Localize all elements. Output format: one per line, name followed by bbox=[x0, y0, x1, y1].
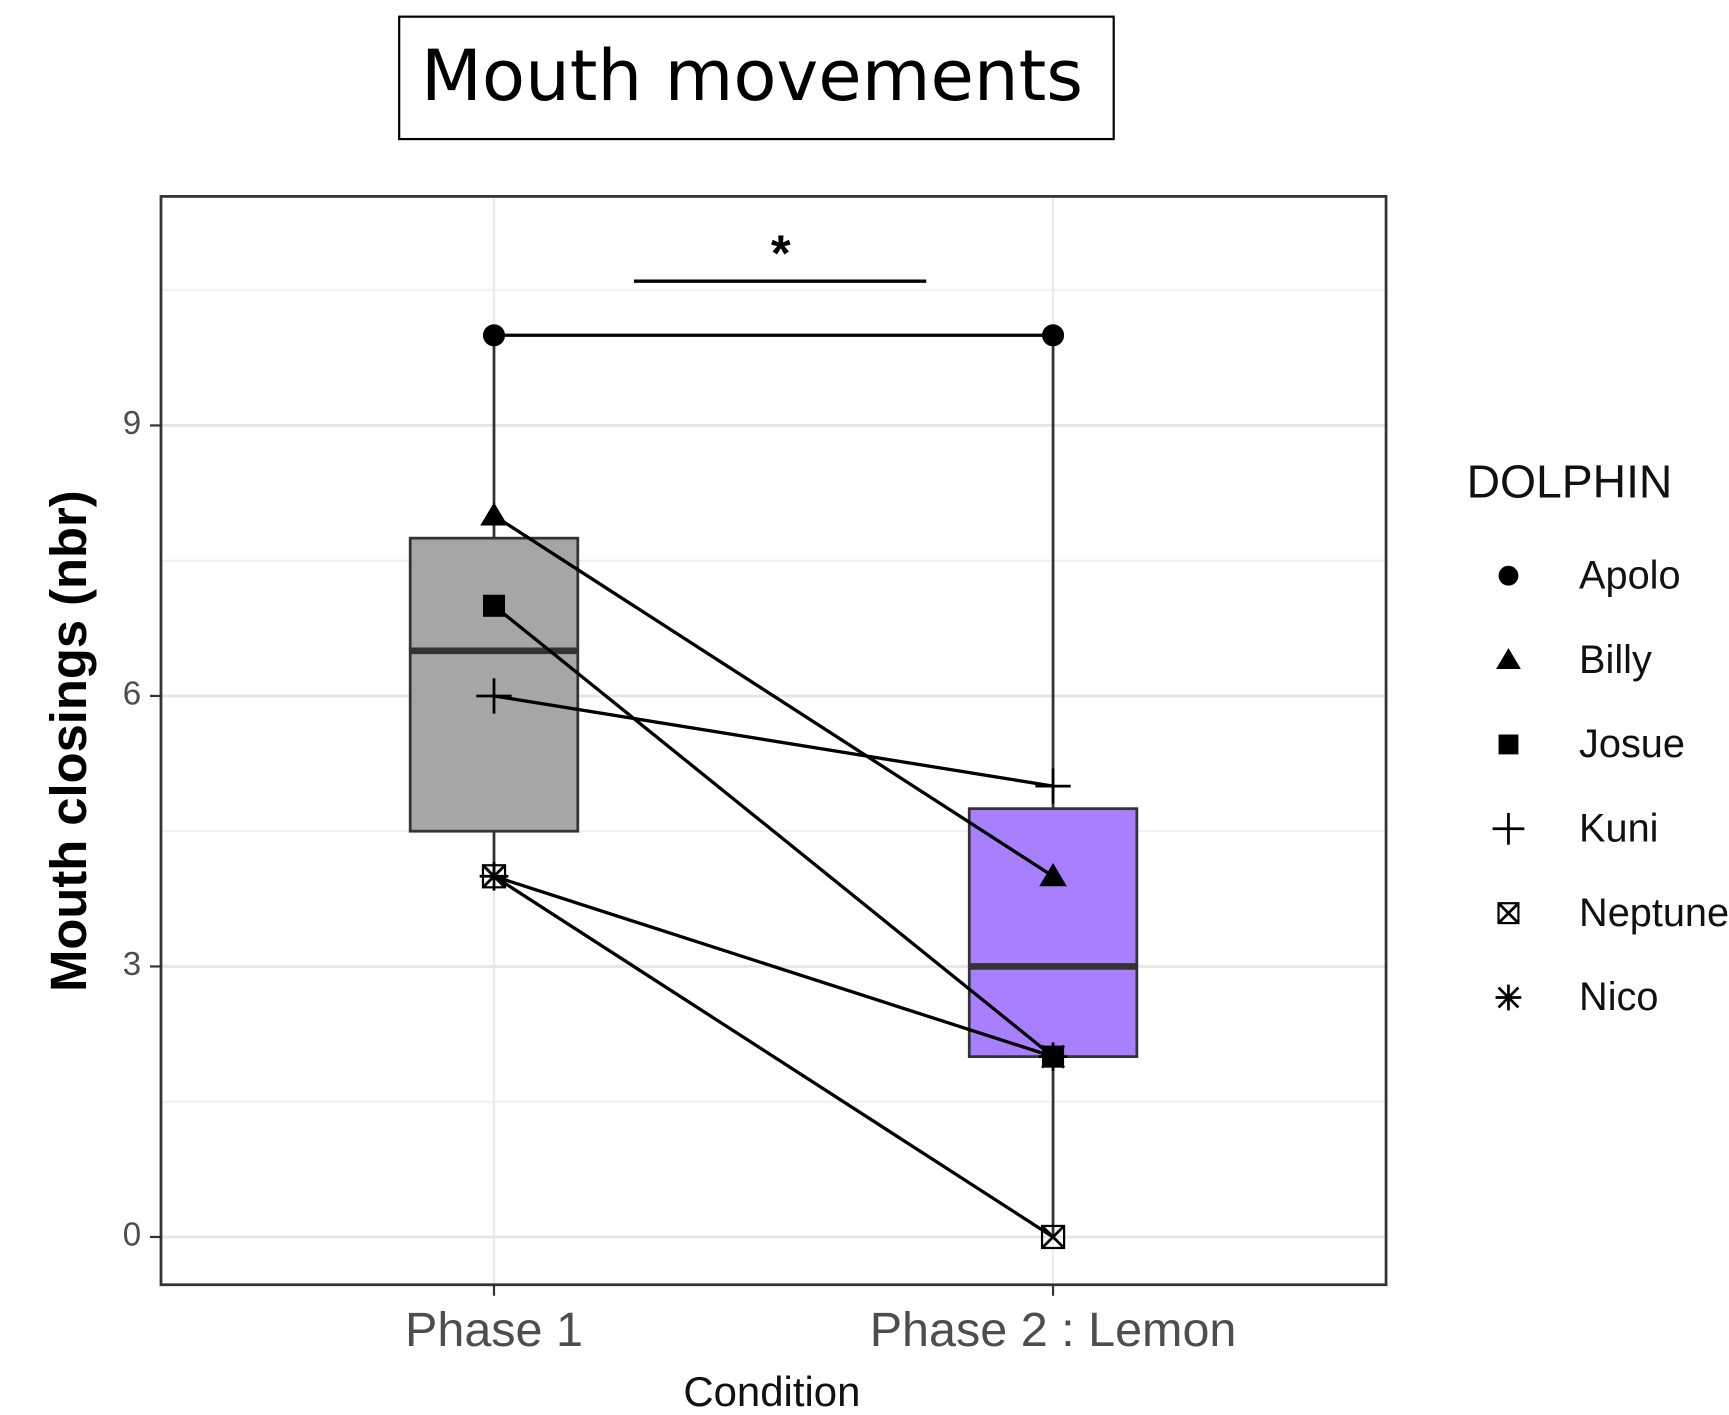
significance-label: * bbox=[771, 224, 791, 281]
marker-stroke bbox=[1497, 986, 1520, 1009]
legend-label: Apolo bbox=[1579, 553, 1681, 597]
marker bbox=[1495, 984, 1522, 1011]
marker-shape bbox=[480, 502, 508, 526]
pair-line bbox=[493, 874, 1054, 1059]
marker bbox=[1498, 734, 1519, 755]
marker-shape bbox=[1040, 1224, 1066, 1250]
marker bbox=[1496, 648, 1521, 670]
legend-label: Nico bbox=[1579, 975, 1658, 1019]
legend-label: Josue bbox=[1579, 722, 1685, 766]
y-tick-label: 3 bbox=[123, 946, 141, 983]
marker bbox=[480, 502, 508, 526]
pair-line bbox=[493, 514, 1054, 878]
marker-shape bbox=[1042, 324, 1065, 347]
y-tick-label: 6 bbox=[123, 676, 141, 713]
panel-border bbox=[159, 195, 1388, 1287]
marker-shape bbox=[482, 594, 506, 617]
marker bbox=[476, 678, 512, 714]
marker bbox=[482, 324, 506, 347]
marker-shape bbox=[1498, 734, 1519, 755]
marker-shape bbox=[1496, 648, 1521, 670]
marker-stroke bbox=[1041, 1224, 1066, 1249]
marker-shape bbox=[482, 324, 506, 347]
marker bbox=[482, 594, 506, 617]
marker-shape bbox=[1498, 565, 1519, 586]
marker-stroke bbox=[481, 864, 507, 889]
title-frame bbox=[398, 15, 1115, 141]
marker-stroke bbox=[1041, 1044, 1066, 1069]
marker bbox=[1042, 324, 1065, 347]
marker-shape bbox=[1039, 863, 1067, 887]
marker bbox=[1039, 863, 1067, 887]
marker bbox=[1035, 768, 1071, 804]
marker bbox=[1038, 1042, 1068, 1071]
pair-line bbox=[493, 694, 1054, 788]
marker-stroke bbox=[1497, 902, 1520, 925]
x-axis-label: Condition bbox=[683, 1368, 860, 1415]
legend-label: Neptune bbox=[1579, 891, 1729, 935]
chart-title: Mouth movements bbox=[421, 34, 1083, 117]
pair-line bbox=[492, 604, 1055, 1058]
legend-label: Billy bbox=[1579, 638, 1652, 682]
legend-label: Kuni bbox=[1579, 806, 1658, 850]
y-axis-label: Mouth closings (nbr) bbox=[40, 490, 97, 992]
pair-line bbox=[493, 874, 1054, 1239]
marker bbox=[1040, 1224, 1066, 1250]
marker-shape bbox=[1497, 902, 1520, 925]
y-tick-label: 9 bbox=[123, 405, 141, 442]
legend-title: DOLPHIN bbox=[1467, 456, 1673, 508]
marker bbox=[1497, 902, 1520, 925]
marker bbox=[1492, 812, 1525, 845]
marker bbox=[1498, 565, 1519, 586]
x-tick-label: Phase 2 : Lemon bbox=[870, 1303, 1237, 1357]
x-tick-label: Phase 1 bbox=[405, 1303, 583, 1357]
box bbox=[967, 807, 1139, 1059]
y-tick-label: 0 bbox=[123, 1217, 141, 1254]
marker bbox=[479, 861, 509, 891]
